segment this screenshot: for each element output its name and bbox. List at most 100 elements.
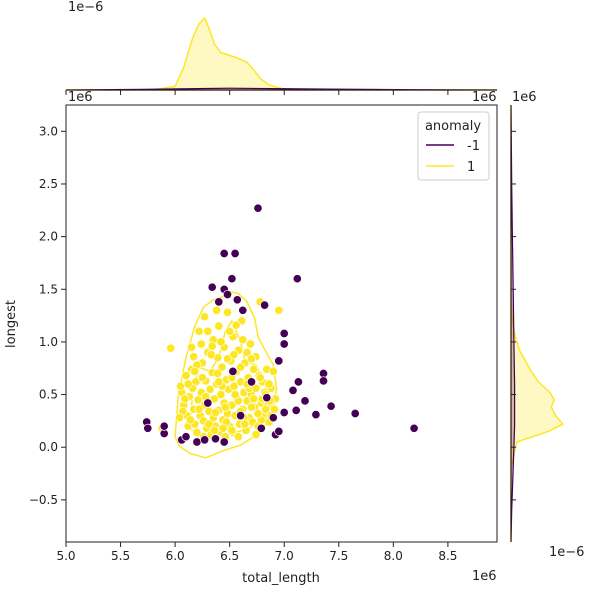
normal-point [238, 335, 248, 345]
anomaly-point [268, 413, 278, 423]
anomaly-point [219, 437, 229, 447]
anomaly-point [350, 408, 360, 419]
anomaly-point [143, 423, 153, 433]
plot-frame [65, 104, 498, 543]
right-marginal-scale-label: 1e−6 [549, 545, 584, 560]
normal-point [176, 381, 186, 391]
normal-point [213, 368, 223, 379]
top-marginal-scale-label: 1e−6 [68, 0, 103, 15]
anomaly-point [230, 248, 240, 259]
anomaly-point [279, 328, 289, 339]
right-marginal-normal-area [510, 105, 564, 542]
anomaly-point [292, 274, 302, 284]
normal-point [186, 342, 197, 352]
y-tick-label: 1.0 [39, 335, 58, 349]
anomaly-point [227, 274, 237, 284]
normal-point [185, 415, 195, 425]
anomaly-point [300, 396, 310, 406]
anomaly-point [210, 434, 221, 444]
anomaly-point [288, 385, 298, 395]
normal-point [196, 339, 206, 349]
normal-point [214, 321, 224, 331]
normal-point [183, 379, 193, 389]
normal-point [220, 402, 230, 412]
anomaly-point [203, 398, 213, 408]
normal-point [268, 366, 278, 376]
normal-point [222, 307, 233, 317]
normal-point [253, 408, 263, 419]
kde-contour-outer [174, 290, 278, 459]
legend-box [417, 111, 490, 181]
anomaly-point [260, 300, 270, 310]
scatter-points [142, 203, 419, 447]
normal-point [225, 326, 235, 336]
normal-point [246, 354, 257, 364]
normal-point [205, 384, 215, 394]
anomaly-point [236, 411, 246, 421]
normal-point [246, 402, 257, 412]
anomaly-point [253, 203, 263, 213]
normal-point [227, 425, 237, 435]
normal-point [206, 350, 216, 360]
anomaly-point [207, 282, 217, 292]
normal-point [194, 326, 204, 336]
anomaly-point [318, 376, 329, 386]
normal-point [274, 305, 284, 315]
x-axis-label: total_length [242, 571, 320, 586]
x-tick-label: 8.0 [384, 549, 403, 563]
normal-point [255, 373, 265, 383]
normal-point [200, 312, 210, 322]
normal-point [242, 347, 252, 358]
x-tick-label: 7.5 [329, 549, 348, 563]
normal-point [190, 366, 200, 376]
top-marginal-normal-area [65, 16, 497, 91]
x-tick-label: 5.5 [111, 549, 130, 563]
normal-point [249, 394, 259, 404]
y-scale-label: 1e6 [68, 90, 93, 105]
anomaly-point [246, 377, 257, 387]
x-tick-label: 7.0 [275, 549, 294, 563]
x-tick-label: 8.5 [438, 549, 457, 563]
anomaly-point [279, 407, 289, 418]
normal-point [204, 419, 214, 429]
normal-point [216, 337, 226, 347]
x-scale-label: 1e6 [472, 569, 497, 584]
y-tick-label: 0.0 [39, 440, 58, 454]
normal-point [174, 413, 185, 423]
anomaly-point [222, 289, 233, 300]
top-marginal-kde [65, 16, 498, 91]
anomaly-point [326, 401, 336, 411]
anomaly-point [228, 366, 238, 376]
y-axis-label: longest [4, 300, 19, 348]
anomaly-point [192, 437, 202, 447]
normal-point [216, 390, 226, 400]
normal-point [197, 373, 207, 383]
normal-point [218, 423, 228, 433]
normal-point [181, 371, 191, 381]
normal-point [180, 394, 190, 404]
legend-title: anomaly [425, 119, 481, 134]
anomaly-point [279, 339, 289, 349]
x-tick-label: 6.0 [166, 549, 185, 563]
normal-point [269, 404, 279, 414]
x-tick-label: 6.5 [220, 549, 239, 563]
y-tick-label: −0.5 [29, 493, 58, 507]
normal-point [207, 341, 217, 351]
anomaly-point [274, 356, 284, 366]
normal-point [251, 383, 261, 393]
normal-point [212, 305, 222, 315]
normal-point [245, 339, 255, 349]
normal-point [231, 320, 241, 330]
right-marginal-anomaly-area [510, 104, 516, 543]
anomaly-point [291, 405, 301, 415]
normal-point [222, 354, 233, 364]
right-marginal-kde [510, 104, 564, 543]
anomaly-point [311, 410, 321, 420]
normal-point [264, 379, 274, 389]
normal-point [209, 394, 219, 404]
legend-label-anomaly: -1 [467, 139, 480, 154]
anomaly-point [232, 295, 242, 305]
normal-point [229, 350, 239, 360]
normal-point [236, 362, 246, 372]
